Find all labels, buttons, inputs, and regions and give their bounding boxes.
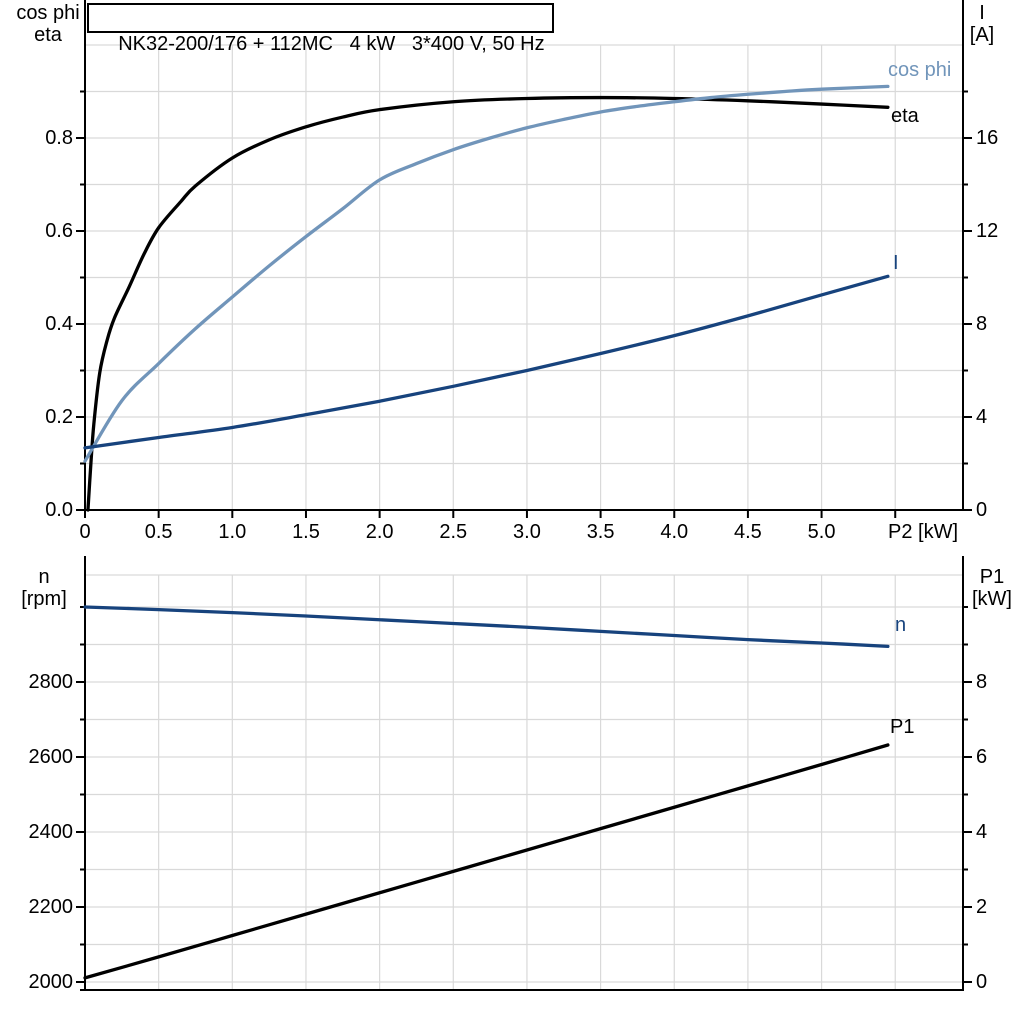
speed-curve-label: n — [895, 614, 906, 636]
x-tick-label: 0.5 — [145, 521, 173, 543]
top-right-axis-header: I [A] — [960, 2, 1004, 46]
y-left-tick-label: 2400 — [29, 821, 74, 843]
cos-phi-curve — [83, 84, 890, 463]
y-left-axis-title-cos-phi: cos phi — [16, 2, 80, 24]
current-curve-label: I — [893, 252, 899, 274]
y-left-tick-label: 2000 — [29, 971, 74, 993]
x-tick-label: 1.5 — [292, 521, 320, 543]
y-right-tick-label: 8 — [976, 671, 987, 693]
y-left-tick-label: 0.4 — [45, 313, 73, 335]
eta-curve — [86, 95, 890, 512]
x-tick-label: 0 — [79, 521, 90, 543]
y-left-tick-label: 2600 — [29, 746, 74, 768]
y-left-tick-label: 0.2 — [45, 406, 73, 428]
y-left-tick-label: 0.0 — [45, 499, 73, 521]
y-left-tick-label: 0.8 — [45, 127, 73, 149]
y-right-tick-label: 8 — [976, 313, 987, 335]
y-left-tick-label: 2200 — [29, 896, 74, 918]
bottom-right-axis-header: P1 [kW] — [964, 566, 1020, 610]
x-tick-label: 4.5 — [734, 521, 762, 543]
y-right-axis-unit-a: [A] — [969, 24, 995, 46]
y-right-tick-label: 12 — [976, 220, 998, 242]
cos-phi-curve-label: cos phi — [888, 59, 951, 81]
y-left-axis-unit-rpm: [rpm] — [21, 588, 67, 610]
x-tick-label: 3.0 — [513, 521, 541, 543]
eta-curve-label: eta — [891, 105, 920, 127]
x-tick-label: 3.5 — [587, 521, 615, 543]
chart-title: NK32-200/176 + 112MC 4 kW 3*400 V, 50 Hz — [118, 33, 545, 55]
x-axis-title: P2 [kW] — [888, 521, 958, 543]
p1-curve — [83, 743, 890, 980]
x-tick-label: 2.5 — [439, 521, 467, 543]
y-right-tick-label: 0 — [976, 499, 987, 521]
x-tick-label: 1.0 — [218, 521, 246, 543]
y-right-tick-label: 4 — [976, 406, 987, 428]
y-right-tick-label: 4 — [976, 821, 987, 843]
y-left-axis-title-n: n — [38, 566, 50, 588]
x-tick-label: 4.0 — [660, 521, 688, 543]
top-left-axis-header: cos phi eta — [6, 2, 90, 46]
y-right-tick-label: 0 — [976, 971, 987, 993]
y-right-tick-label: 6 — [976, 746, 987, 768]
speed-curve — [83, 605, 890, 649]
chart-title-box: NK32-200/176 + 112MC 4 kW 3*400 V, 50 Hz — [87, 3, 554, 55]
y-right-axis-unit-kw: [kW] — [972, 588, 1012, 610]
y-right-axis-title-p1: P1 — [979, 566, 1005, 588]
y-right-tick-label: 16 — [976, 127, 998, 149]
y-right-axis-title-i: I — [979, 2, 985, 24]
top-chart: 0.0 0.2 0.4 0.6 0.8 0 4 8 12 16 0 0.5 1.0 1.5 2.0 2.5 3.… — [45, 0, 998, 543]
current-curve — [83, 274, 890, 450]
bottom-chart: 2000 2200 2400 2600 2800 0 2 4 6 8 n P1 — [29, 556, 987, 993]
y-left-tick-label: 0.6 — [45, 220, 73, 242]
y-right-tick-label: 2 — [976, 896, 987, 918]
bottom-left-axis-header: n [rpm] — [4, 566, 84, 610]
p1-curve-label: P1 — [890, 716, 914, 738]
y-left-tick-label: 2800 — [29, 671, 74, 693]
x-tick-label: 5.0 — [808, 521, 836, 543]
x-tick-label: 2.0 — [366, 521, 394, 543]
y-left-axis-title-eta: eta — [34, 24, 62, 46]
